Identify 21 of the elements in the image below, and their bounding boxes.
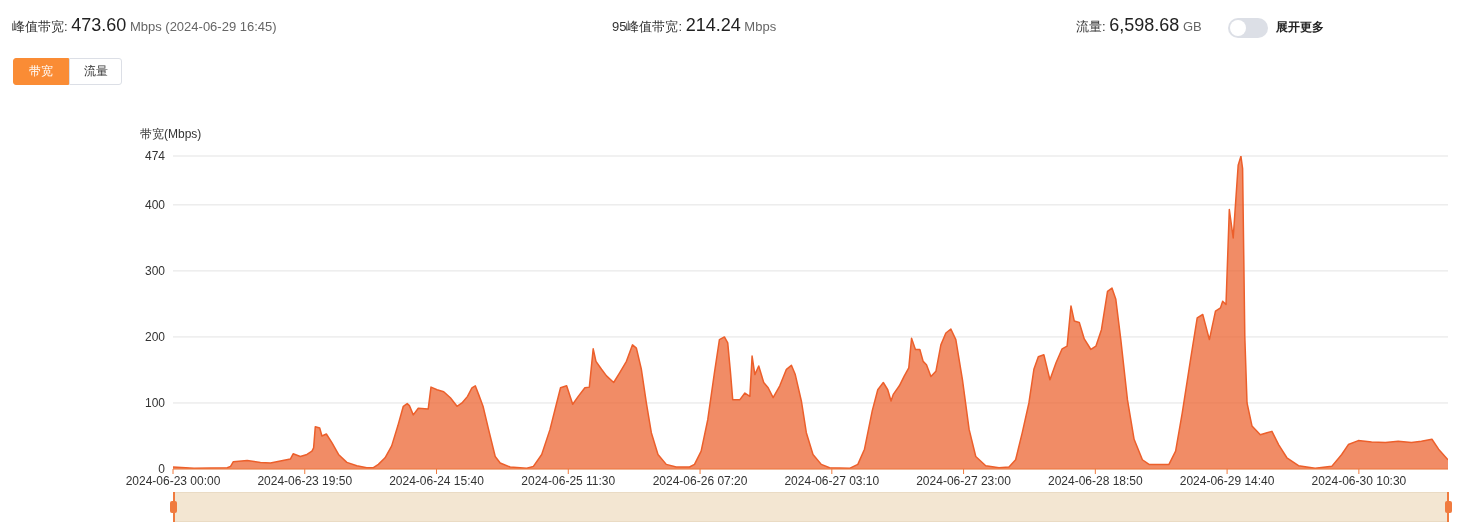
y-tick-label: 200 (144, 330, 166, 345)
x-tick-label: 2024-06-29 14:40 (1179, 473, 1275, 488)
y-tick-label: 100 (144, 396, 166, 411)
text: 流量: 6,598.68 GB (1076, 15, 1202, 35)
y-tick-label: 474 (144, 149, 166, 164)
y-tick-label: 300 (144, 264, 166, 279)
x-tick-label: 2024-06-23 19:50 (257, 473, 353, 488)
y-axis-title: 带宽(Mbps) (140, 127, 202, 141)
x-tick-label: 2024-06-28 18:50 (1047, 473, 1144, 488)
x-tick-label: 2024-06-24 15:40 (389, 473, 485, 488)
x-tick-label: 2024-06-27 03:10 (784, 473, 880, 488)
x-tick-label: 2024-06-27 23:00 (916, 473, 1012, 488)
x-tick-label: 2024-06-25 11:30 (521, 473, 616, 488)
text: 展开更多 (1276, 20, 1324, 34)
y-tick-label: 400 (144, 198, 166, 213)
text: 峰值带宽: 473.60 Mbps (2024-06-29 16:45) (12, 15, 277, 35)
tab-button: 流量 (69, 58, 122, 85)
x-tick-label: 2024-06-26 07:20 (652, 473, 748, 488)
tab-button: 带宽 (13, 58, 69, 85)
x-tick-label: 2024-06-30 10:30 (1311, 473, 1407, 488)
text: 95峰值带宽: 214.24 Mbps (612, 15, 777, 35)
